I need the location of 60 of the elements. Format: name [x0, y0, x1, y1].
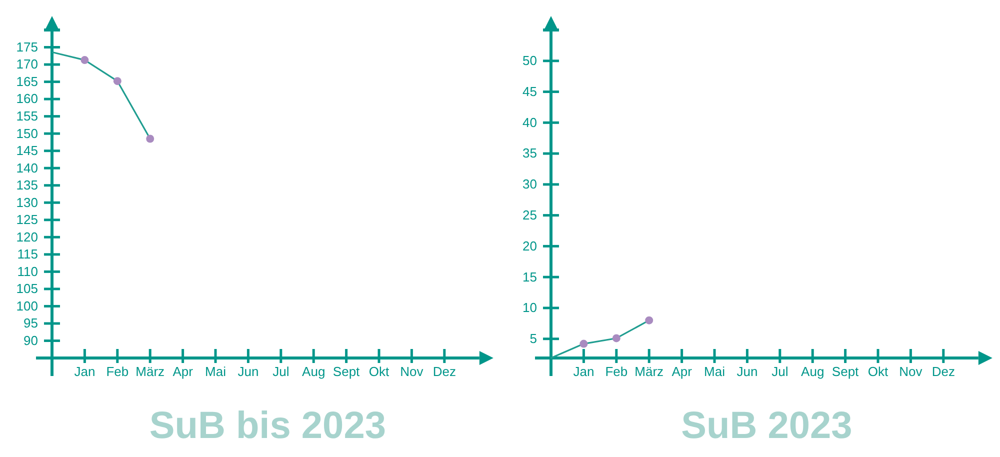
x-tick-label: Okt — [868, 364, 888, 379]
x-tick-label: Jul — [272, 364, 290, 379]
y-tick-label: 35 — [522, 146, 537, 161]
y-tick-label: 140 — [16, 160, 38, 176]
y-tick-label: 50 — [522, 53, 537, 68]
x-tick-label: Okt — [368, 364, 390, 379]
text: SuB bis 2023 — [149, 405, 386, 447]
x-tick-label: März — [136, 364, 165, 379]
x-tick-label: Jul — [772, 364, 788, 379]
point — [645, 316, 654, 324]
x-tick-label: Feb — [106, 364, 129, 379]
x-tick-label: Nov — [400, 364, 424, 379]
x-tick-label: Dez — [432, 364, 456, 379]
x-tick-label: Sept — [832, 364, 860, 379]
x-tick-label: Aug — [302, 364, 326, 379]
y-tick-label: 10 — [522, 300, 537, 316]
text: SuB 2023 — [681, 405, 852, 447]
y-tick-label: 30 — [522, 176, 537, 192]
point — [580, 340, 588, 348]
y-tick-label: 110 — [17, 264, 38, 279]
point — [612, 334, 620, 342]
x-tick-label: März — [634, 364, 664, 379]
y-tick-label: 45 — [522, 84, 537, 99]
y-tick-label: 160 — [16, 91, 38, 106]
x-tick-label: Mai — [704, 364, 726, 379]
y-tick-label: 125 — [16, 212, 38, 228]
point — [80, 56, 89, 64]
x-tick-label: Jun — [736, 364, 758, 379]
y-tick-label: 155 — [16, 108, 38, 124]
x-tick-label: Nov — [899, 364, 923, 379]
y-tick-label: 15 — [522, 269, 537, 284]
y-tick-label: 135 — [16, 178, 38, 193]
y-tick-label: 170 — [16, 56, 38, 72]
y-tick-label: 95 — [24, 316, 38, 331]
x-tick-label: Feb — [605, 364, 628, 379]
y-tick-label: 120 — [16, 229, 38, 244]
y-tick-label: 105 — [16, 281, 38, 296]
x-tick-label: Sept — [332, 364, 360, 379]
x-tick-label: Jan — [573, 364, 594, 379]
y-tick-label: 150 — [16, 126, 38, 141]
y-tick-label: 100 — [16, 298, 38, 314]
y-tick-label: 145 — [16, 143, 38, 158]
y-tick-label: 115 — [17, 246, 38, 262]
x-tick-label: Jan — [74, 364, 96, 379]
x-tick-label: Apr — [172, 364, 194, 379]
y-tick-label: 90 — [24, 332, 38, 348]
y-tick-label: 25 — [522, 207, 537, 222]
y-tick-label: 5 — [530, 331, 537, 346]
x-tick-label: Apr — [672, 364, 693, 379]
y-tick-label: 175 — [16, 39, 38, 54]
x-tick-label: Dez — [932, 364, 955, 379]
y-tick-label: 20 — [522, 238, 537, 254]
point — [146, 134, 154, 143]
y-tick-label: 40 — [522, 114, 537, 130]
y-tick-label: 165 — [16, 74, 38, 89]
x-tick-label: Jun — [238, 364, 259, 379]
x-tick-label: Mai — [205, 364, 226, 379]
y-tick-label: 130 — [16, 194, 38, 210]
x-tick-label: Aug — [801, 364, 824, 379]
point — [113, 77, 122, 86]
